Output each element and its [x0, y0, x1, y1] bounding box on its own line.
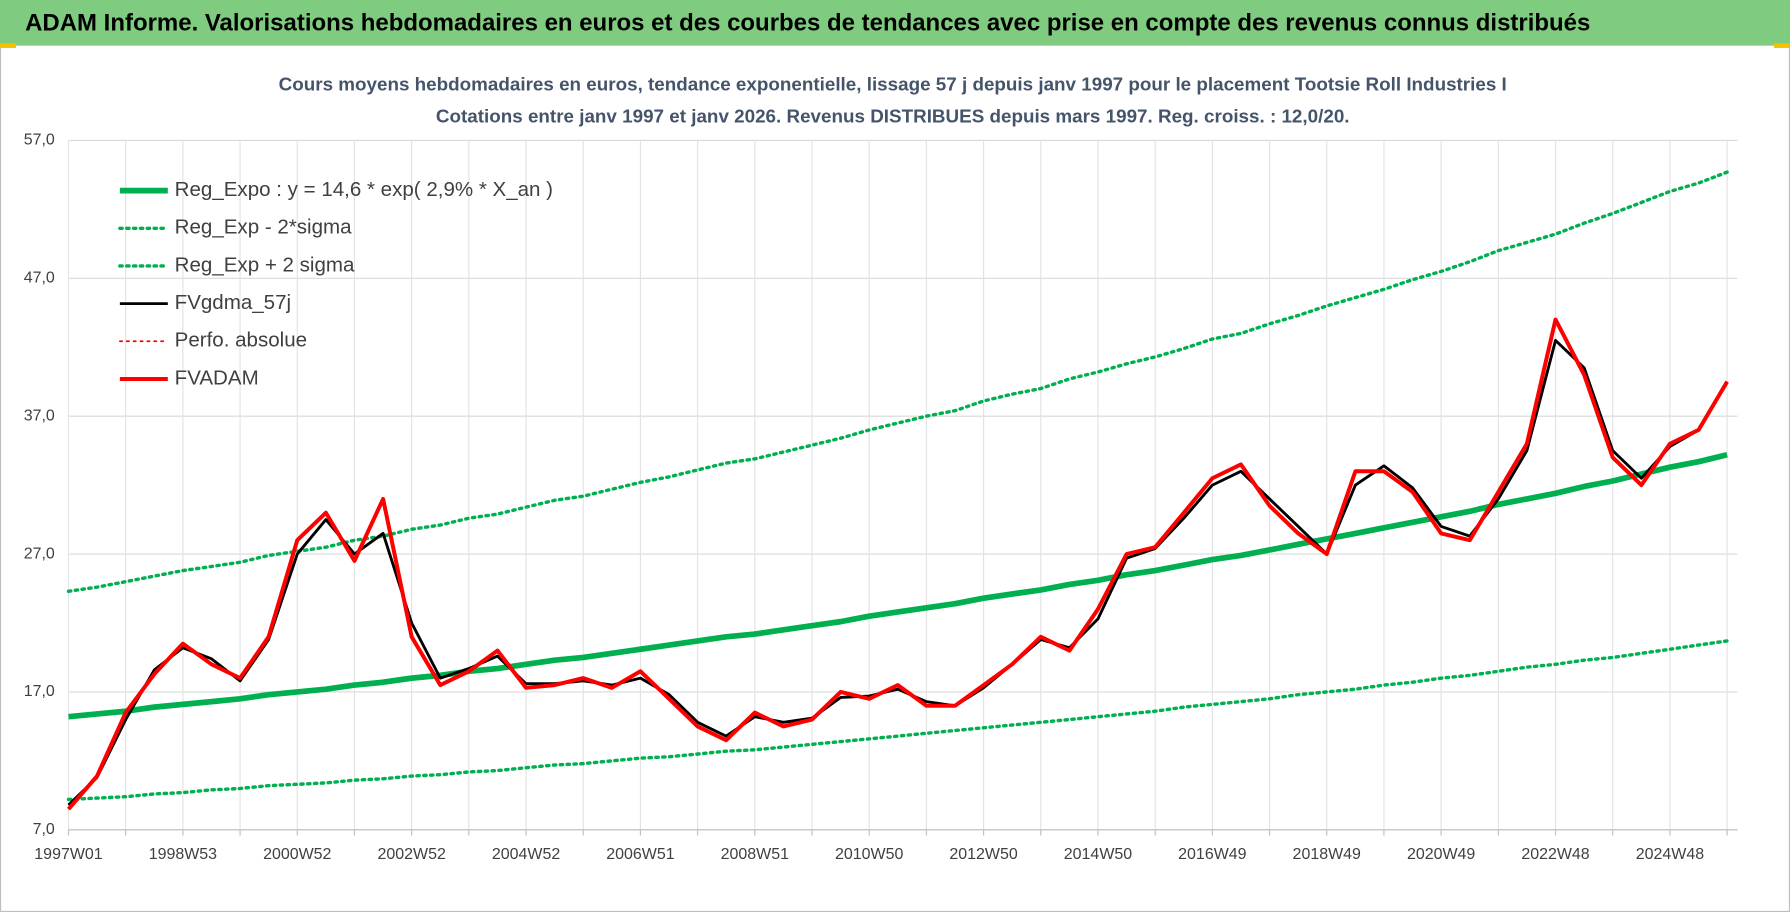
legend-label: Reg_Exp + 2 sigma: [175, 253, 355, 276]
x-tick-label: 2010W50: [835, 846, 903, 863]
x-tick-label: 2000W52: [263, 846, 331, 863]
legend-label: Reg_Exp - 2*sigma: [175, 216, 352, 239]
y-tick-label: 47,0: [24, 269, 55, 286]
legend-label: Perfo. absolue: [175, 329, 307, 352]
y-tick-label: 27,0: [24, 545, 55, 562]
x-tick-label: 2004W52: [492, 846, 560, 863]
header-title: ADAM Informe. Valorisations hebdomadaire…: [25, 9, 1590, 36]
legend-label: FVgdma_57j: [175, 291, 291, 314]
series-line: [66, 317, 1729, 811]
x-tick-label: 1998W53: [149, 846, 217, 863]
corner-mark: [1774, 43, 1790, 48]
y-tick-label: 7,0: [33, 821, 55, 838]
x-tick-label: 2022W48: [1521, 846, 1589, 863]
x-tick-label: 2020W49: [1407, 846, 1475, 863]
y-tick-label: 57,0: [24, 132, 55, 149]
x-tick-label: 2014W50: [1064, 846, 1132, 863]
legend-label: FVADAM: [175, 366, 259, 389]
y-tick-label: 37,0: [24, 407, 55, 424]
series-line: [66, 639, 1729, 802]
legend-label: Reg_Expo : y = 14,6 * exp( 2,9% * X_an ): [175, 178, 553, 201]
x-tick-label: 2016W49: [1178, 846, 1246, 863]
x-tick-label: 2002W52: [377, 846, 445, 863]
chart-subtitle: Cotations entre janv 1997 et janv 2026. …: [436, 106, 1350, 127]
corner-mark: [0, 43, 16, 48]
x-tick-label: 2006W51: [606, 846, 674, 863]
x-tick-label: 2012W50: [949, 846, 1017, 863]
header-bar: [0, 0, 1790, 46]
x-tick-label: 2024W48: [1636, 846, 1704, 863]
chart-title: Cours moyens hebdomadaires en euros, ten…: [279, 74, 1507, 95]
x-tick-label: 2018W49: [1293, 846, 1361, 863]
series-line: [68, 451, 1728, 720]
x-tick-label: 1997W01: [34, 846, 102, 863]
y-tick-label: 17,0: [24, 683, 55, 700]
x-tick-label: 2008W51: [721, 846, 789, 863]
